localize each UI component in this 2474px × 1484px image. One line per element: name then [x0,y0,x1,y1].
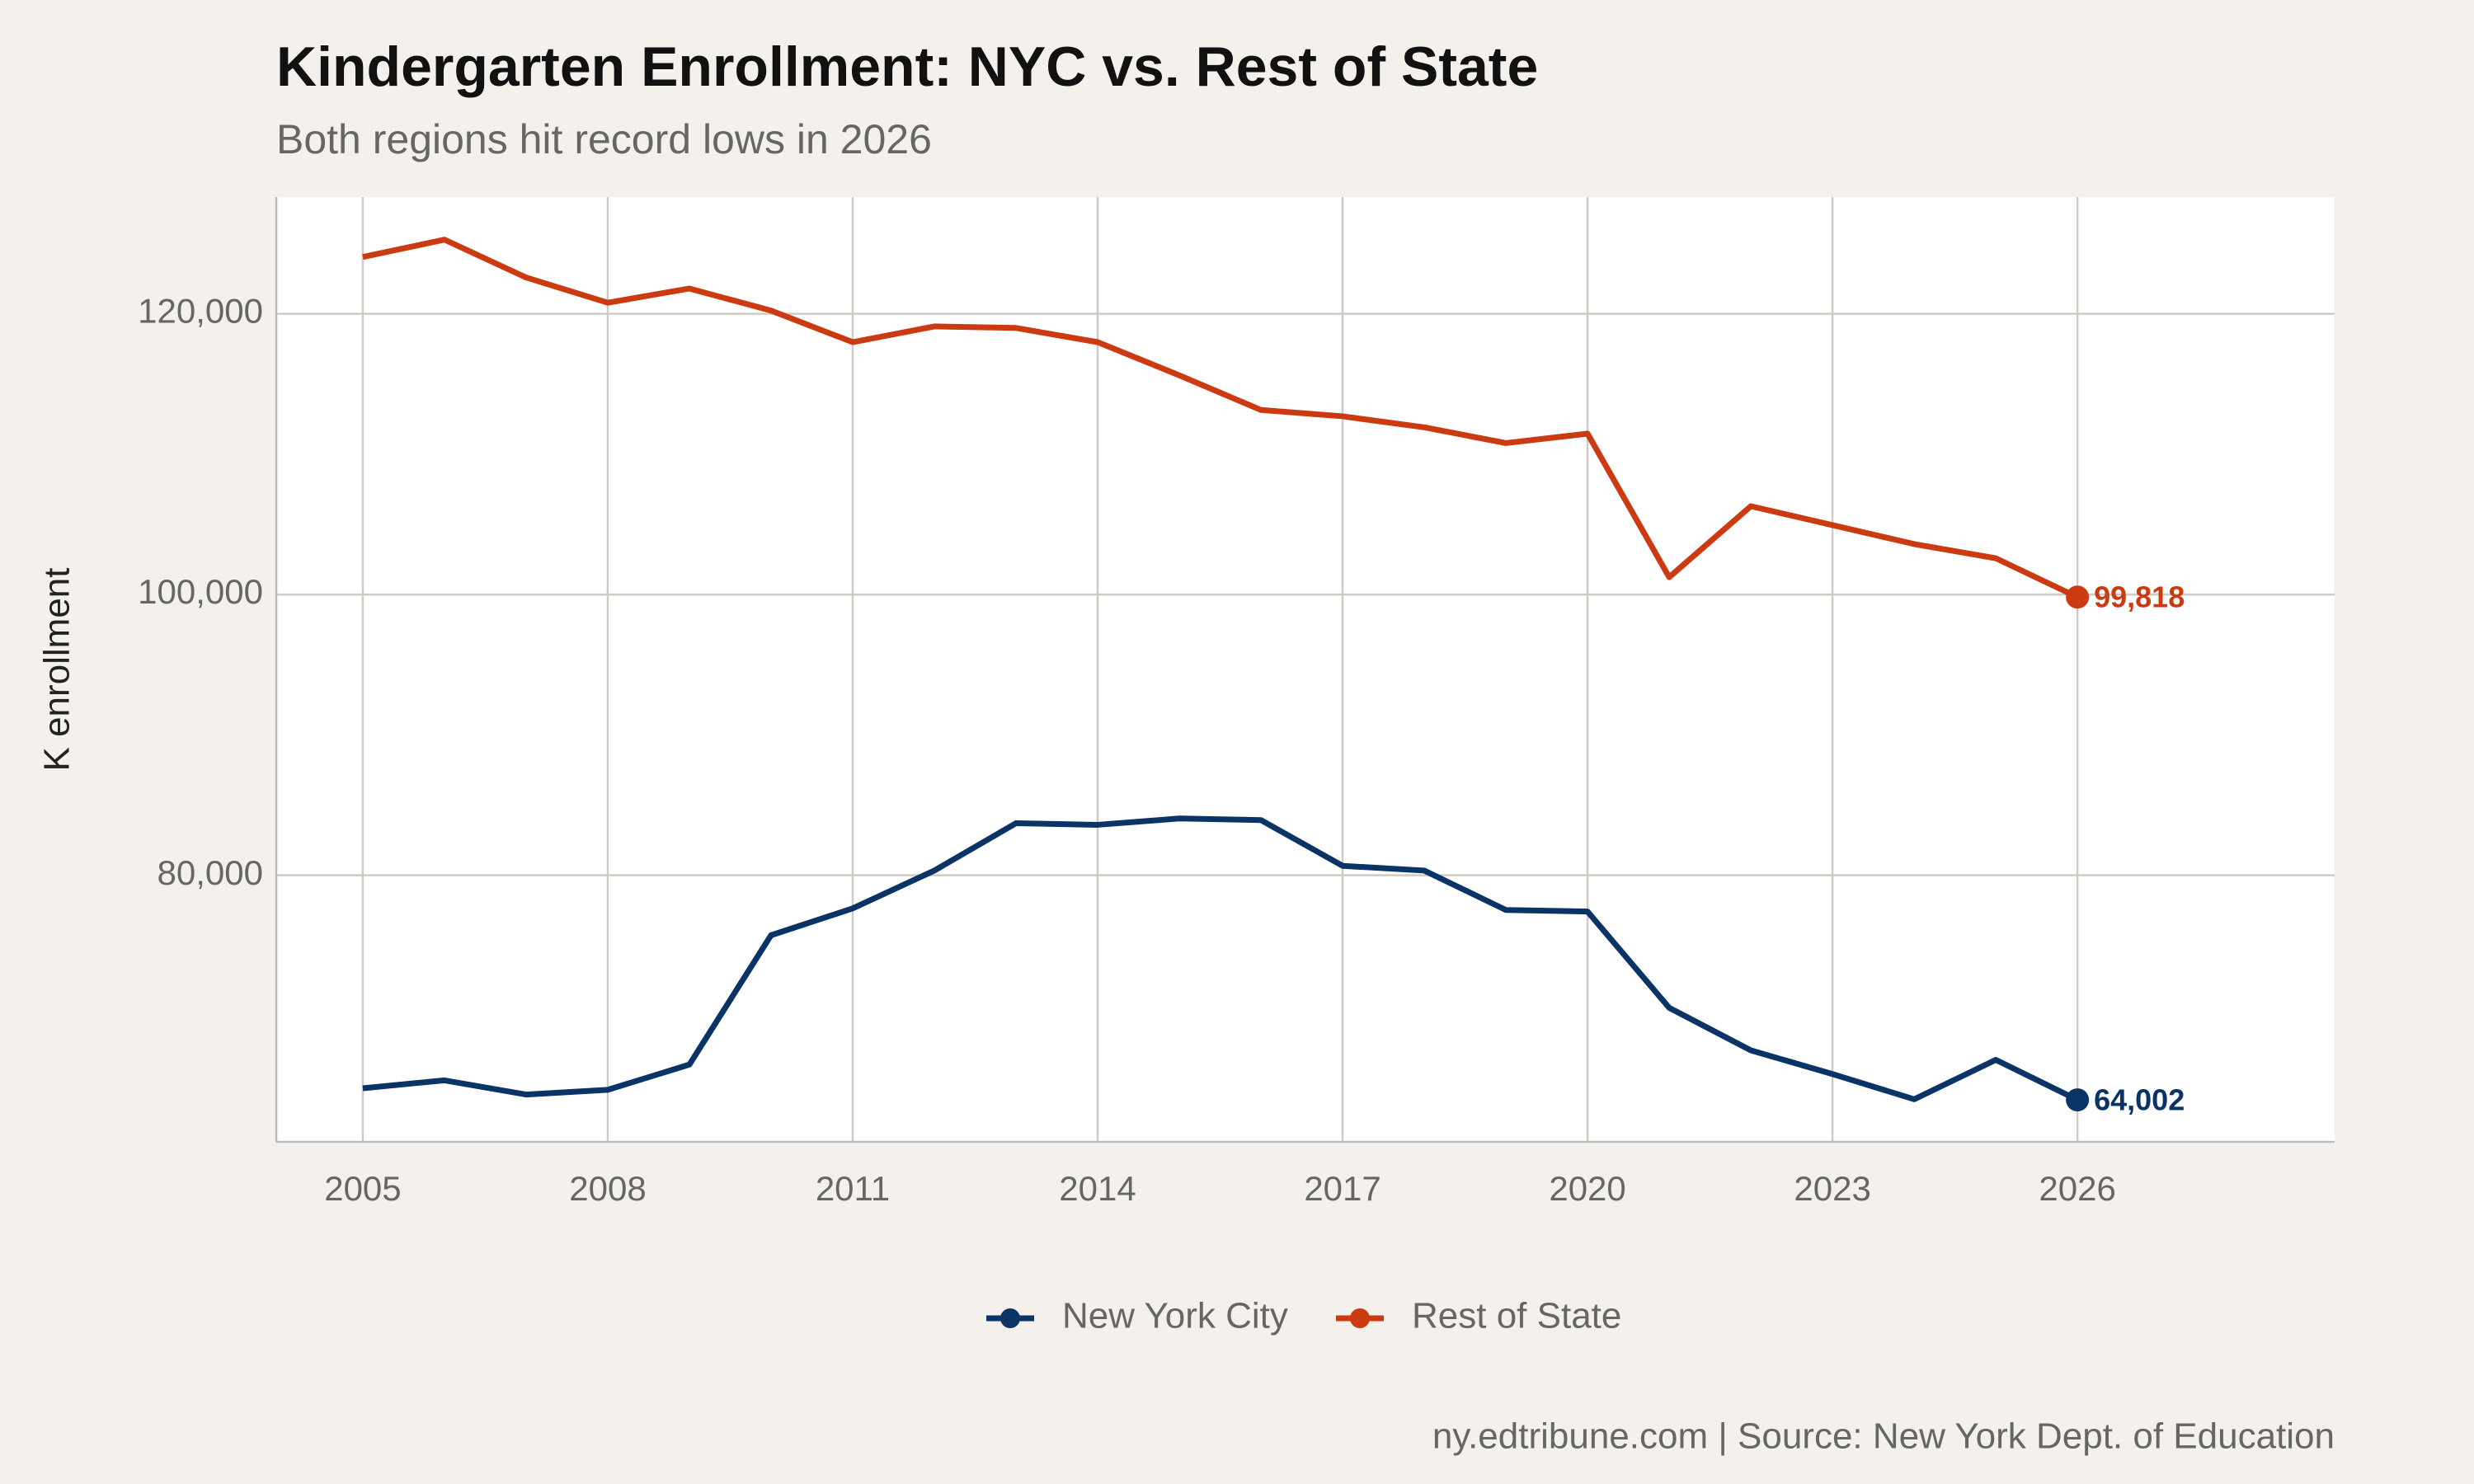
y-axis-label: K enrollment [37,567,78,771]
legend-dot [1350,1308,1370,1328]
caption: ny.edtribune.com | Source: New York Dept… [1432,1416,2335,1457]
x-tick-label: 2014 [1059,1169,1136,1208]
x-tick-label: 2011 [816,1169,890,1208]
value-label: 64,002 [2094,1083,2185,1117]
x-tick-label: 2005 [324,1169,401,1208]
series-line [362,237,2079,600]
chart-title: Kindergarten Enrollment: NYC vs. Rest of… [276,35,1538,98]
value-label: 99,818 [2094,580,2185,614]
y-tick-label: 120,000 [138,292,263,331]
plot-area [276,197,2335,1142]
end-point [2066,585,2090,609]
x-tick-label: 2017 [1304,1169,1380,1208]
y-tick-label: 80,000 [158,853,263,892]
chart-subtitle: Both regions hit record lows in 2026 [276,116,932,162]
x-tick-label: 2026 [2039,1169,2115,1208]
legend-dot [1000,1308,1020,1328]
y-tick-label: 100,000 [138,572,263,611]
legend-label: Rest of State [1412,1296,1621,1336]
x-tick-label: 2008 [569,1169,646,1208]
x-tick-label: 2023 [1794,1169,1870,1208]
end-point [2066,1088,2090,1112]
series-line [362,815,2079,1103]
legend-label: New York City [1062,1296,1288,1336]
x-tick-label: 2020 [1549,1169,1625,1208]
